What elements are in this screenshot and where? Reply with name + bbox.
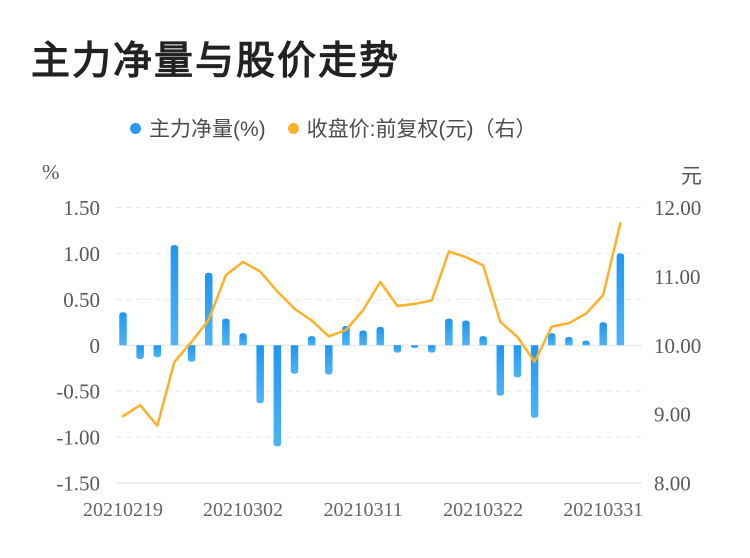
x-axis-tick-label: 20210219 [83, 499, 163, 521]
bar-main-net-volume [582, 340, 590, 346]
line-close-price [121, 222, 622, 428]
bar-main-net-volume [205, 272, 213, 346]
left-axis-tick-label: -1.00 [56, 426, 100, 450]
bar-main-net-volume [616, 253, 625, 346]
bar-main-net-volume [136, 345, 144, 360]
bar-main-net-volume [496, 345, 505, 396]
page-title: 主力净量与股价走势 [31, 40, 401, 83]
bar-main-net-volume [565, 336, 573, 346]
left-axis-tick-label: 0 [90, 334, 101, 358]
bar-main-net-volume [187, 345, 196, 362]
right-axis-tick-label: 12.00 [654, 196, 701, 220]
bar-main-net-volume [273, 345, 282, 447]
bar-main-net-volume [256, 345, 264, 404]
bar-main-net-volume [359, 330, 367, 346]
right-axis-tick-label: 11.00 [654, 265, 700, 289]
bar-main-net-volume [427, 345, 436, 353]
bar-main-net-volume [445, 318, 453, 346]
bar-main-net-volume [239, 333, 247, 346]
bar-main-net-volume [548, 333, 556, 346]
bar-main-net-volume [410, 345, 419, 349]
x-axis-tick-label: 20210322 [443, 499, 523, 521]
bar-main-net-volume [530, 345, 539, 418]
left-axis-tick-label: 0.50 [63, 288, 100, 312]
left-axis-tick-label: -0.50 [56, 380, 100, 404]
x-axis-tick-label: 20210311 [323, 499, 402, 521]
left-axis-tick-label: -1.50 [56, 471, 100, 495]
left-axis-tick-label: 1.00 [63, 242, 100, 266]
right-axis-tick-label: 8.00 [654, 472, 691, 496]
bar-main-net-volume [153, 345, 162, 358]
left-axis-unit: % [42, 160, 60, 184]
left-axis-tick-label: 1.50 [63, 196, 100, 220]
legend-label: 主力净量(%) [149, 118, 266, 141]
legend: 主力净量(%) 收盘价:前复权(元)（右） [130, 113, 537, 143]
bar-main-net-volume [393, 345, 402, 353]
bar-main-net-volume [307, 336, 316, 346]
bar-main-net-volume [462, 320, 470, 346]
legend-item-main-net-volume[interactable]: 主力净量(%) [130, 113, 266, 143]
bar-main-net-volume [479, 336, 487, 346]
bar-main-net-volume [222, 318, 230, 346]
bar-main-net-volume [376, 326, 384, 346]
bar-main-net-volume [119, 312, 127, 346]
legend-label: 收盘价:前复权(元)（右） [306, 118, 537, 141]
right-axis-unit: 元 [681, 164, 702, 188]
legend-dot-orange-icon [287, 122, 299, 134]
right-axis-tick-label: 9.00 [654, 403, 691, 427]
x-axis-tick-label: 20210331 [563, 499, 643, 521]
legend-dot-blue-icon [130, 122, 141, 134]
bar-main-net-volume [599, 322, 607, 346]
bar-main-net-volume [290, 345, 299, 374]
bar-main-net-volume [325, 345, 333, 375]
bar-main-net-volume [513, 345, 522, 378]
x-axis-tick-label: 20210302 [203, 499, 283, 521]
right-axis-tick-label: 10.00 [654, 334, 701, 358]
legend-item-close-price[interactable]: 收盘价:前复权(元)（右） [287, 113, 537, 143]
bar-main-net-volume [170, 245, 179, 346]
